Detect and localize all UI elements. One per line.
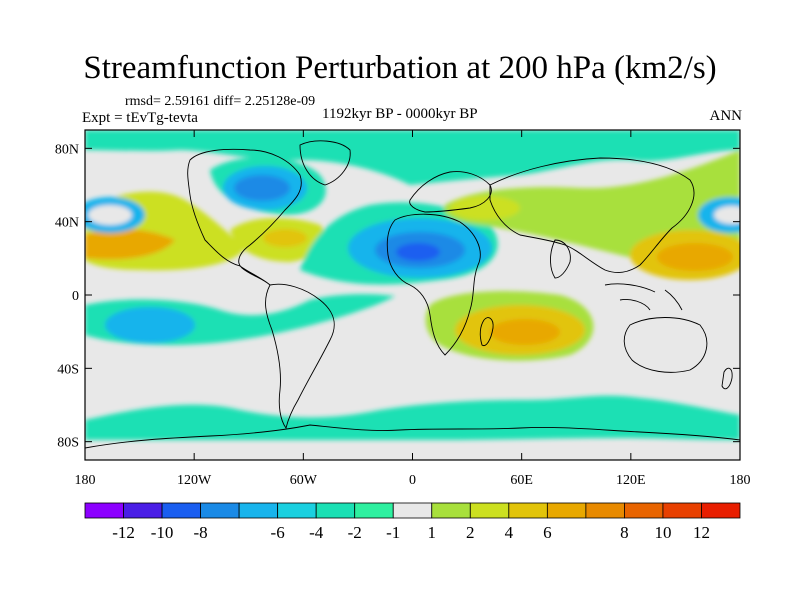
lon-tick-label: 60E xyxy=(510,473,533,488)
latitude-ticks: 80N 40N 0 40S 80S xyxy=(55,142,740,451)
lon-tick-label: 120W xyxy=(177,473,212,488)
india-coast xyxy=(550,239,571,279)
south-america-coast xyxy=(265,283,335,430)
colorbar-swatch xyxy=(200,502,240,519)
colorbar-swatch xyxy=(662,502,702,519)
colorbar-label: -2 xyxy=(348,523,362,542)
season-label: ANN xyxy=(709,108,743,124)
north-pacific-core xyxy=(85,228,175,260)
north-america-core xyxy=(234,175,290,201)
contour-field xyxy=(85,130,740,460)
coastlines xyxy=(85,140,740,449)
colorbar-label: -12 xyxy=(112,523,135,542)
colorbar-swatch xyxy=(84,502,124,519)
colorbar-swatch xyxy=(585,502,625,519)
greenland-coast xyxy=(299,140,351,186)
ne-pacific-zero xyxy=(714,206,740,224)
arctic-band xyxy=(85,130,740,185)
colorbar-label: 6 xyxy=(543,523,552,542)
australia-coast xyxy=(623,317,708,373)
colorbar-swatch xyxy=(315,502,356,519)
south-pacific-negative xyxy=(105,307,195,343)
gulf-core xyxy=(263,229,307,247)
period-label: 1192kyr BP - 0000kyr BP xyxy=(322,106,478,122)
southern-ocean-band xyxy=(85,395,740,440)
new-zealand-coast xyxy=(721,367,733,390)
north-america-coast xyxy=(187,148,302,286)
lat-tick-label: 0 xyxy=(72,289,79,304)
plot-title: Streamfunction Perturbation at 200 hPa (… xyxy=(83,50,717,86)
colorbar: -12 -10 -8 -6 -4 -2 -1 1 2 4 6 8 10 12 xyxy=(84,502,741,542)
europe-coast xyxy=(409,171,492,213)
atlantic-core xyxy=(396,243,440,261)
lon-tick-label: 180 xyxy=(730,473,751,488)
colorbar-swatch xyxy=(431,502,471,519)
colorbar-swatch xyxy=(354,502,394,519)
west-pacific-core xyxy=(657,243,733,271)
rmsd-diff-stats: rmsd= 2.59161 diff= 2.25128e-09 xyxy=(125,94,316,109)
lat-tick-label: 40N xyxy=(55,216,79,231)
lon-tick-label: 0 xyxy=(409,473,416,488)
colorbar-label: 2 xyxy=(466,523,475,542)
colorbar-swatch xyxy=(238,502,279,519)
africa-coast xyxy=(386,213,481,356)
lat-tick-label: 80S xyxy=(57,436,79,451)
colorbar-label: 8 xyxy=(620,523,629,542)
colorbar-label: -8 xyxy=(194,523,208,542)
madagascar-coast xyxy=(479,317,494,347)
colorbar-swatch xyxy=(701,502,741,519)
colorbar-swatch xyxy=(508,502,548,519)
lat-tick-label: 80N xyxy=(55,142,79,157)
colorbar-swatch xyxy=(624,502,664,519)
experiment-label: Expt = tEvTg-tevta xyxy=(82,110,198,126)
colorbar-swatch xyxy=(469,502,510,519)
colorbar-swatch xyxy=(392,502,433,519)
lon-tick-label: 120E xyxy=(616,473,646,488)
colorbar-swatch xyxy=(161,502,201,519)
colorbar-label: -1 xyxy=(386,523,400,542)
colorbar-label: 4 xyxy=(505,523,514,542)
colorbar-swatch xyxy=(546,502,587,519)
colorbar-label: 10 xyxy=(654,523,671,542)
colorbar-label: -4 xyxy=(309,523,324,542)
longitude-ticks: 180 120W 60W 0 60E 120E 180 xyxy=(75,130,751,488)
colorbar-label: 12 xyxy=(693,523,710,542)
antarctica-coast xyxy=(85,424,740,449)
nw-pacific-zero xyxy=(88,205,132,225)
colorbar-label: 1 xyxy=(428,523,437,542)
lat-tick-label: 40S xyxy=(57,362,79,377)
lon-tick-label: 180 xyxy=(75,473,96,488)
asia-coast xyxy=(489,157,695,273)
maritime-continent-coast xyxy=(604,283,683,311)
europe-core xyxy=(450,196,520,220)
lon-tick-label: 60W xyxy=(290,473,318,488)
colorbar-label: -6 xyxy=(271,523,285,542)
colorbar-label: -10 xyxy=(151,523,174,542)
colorbar-swatch xyxy=(123,502,163,519)
colorbar-swatch xyxy=(277,502,317,519)
south-indian-core xyxy=(490,319,560,345)
